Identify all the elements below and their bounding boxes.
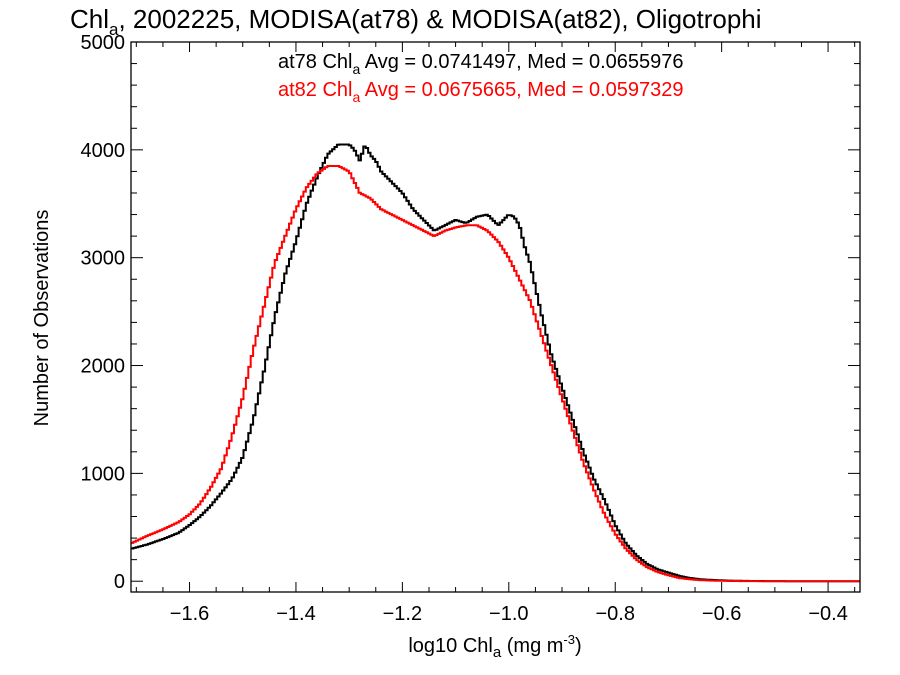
- x-axis-title-mid: (mg m: [501, 635, 563, 657]
- y-tick-label: 2000: [81, 356, 126, 378]
- series-layer: [131, 143, 860, 583]
- legend-at78-pre: at78 Chl: [278, 51, 353, 73]
- plot-frame: [130, 41, 861, 593]
- legend-at82-post: Avg = 0.0675665, Med = 0.0597329: [360, 79, 683, 101]
- x-axis-title-post: ): [575, 635, 582, 657]
- y-tick-label: 3000: [81, 248, 126, 270]
- legend-at78-subscript: a: [353, 61, 361, 77]
- series-at78-line: [131, 143, 860, 583]
- x-tick-label: −0.4: [808, 603, 847, 625]
- legend-at82-subscript: a: [353, 89, 361, 105]
- legend-entry-at82: at82 Chla Avg = 0.0675665, Med = 0.05973…: [278, 79, 684, 105]
- y-tick-label: 5000: [81, 32, 126, 54]
- x-tick-label: −1.0: [489, 603, 528, 625]
- y-tick-label: 4000: [81, 140, 126, 162]
- y-axis-title: Number of Observations: [31, 210, 53, 427]
- x-axis-title-subscript: a: [493, 644, 502, 661]
- x-axis-title-superscript: -3: [563, 632, 575, 647]
- x-tick-label: −1.2: [383, 603, 422, 625]
- legend-at82-pre: at82 Chl: [278, 79, 353, 101]
- chart-title-subscript: a: [109, 20, 119, 39]
- axis-ticks: [131, 41, 860, 592]
- tick-labels: −1.6 −1.4 −1.2 −1.0 −0.8 −0.6 −0.4 0 1000 2000 300…: [81, 32, 848, 625]
- x-axis-title-pre: log10 Chl: [408, 635, 493, 657]
- y-tick-label: 1000: [81, 463, 126, 485]
- x-tick-label: −0.8: [595, 603, 634, 625]
- chart-title-pre: Chl: [70, 4, 109, 34]
- x-tick-label: −1.6: [170, 603, 209, 625]
- x-tick-label: −1.4: [276, 603, 315, 625]
- legend-entry-at78: at78 Chla Avg = 0.0741497, Med = 0.06559…: [278, 51, 684, 77]
- y-tick-label: 0: [114, 571, 125, 593]
- legend-at78-post: Avg = 0.0741497, Med = 0.0655976: [360, 51, 683, 73]
- chart-title-post: , 2002225, MODISA(at78) & MODISA(at82), …: [118, 4, 761, 34]
- x-tick-label: −0.6: [702, 603, 741, 625]
- x-axis-title: log10 Chla (mg m-3): [408, 632, 581, 661]
- series-at82-line: [131, 165, 860, 583]
- chart-title: Chla, 2002225, MODISA(at78) & MODISA(at8…: [70, 4, 762, 39]
